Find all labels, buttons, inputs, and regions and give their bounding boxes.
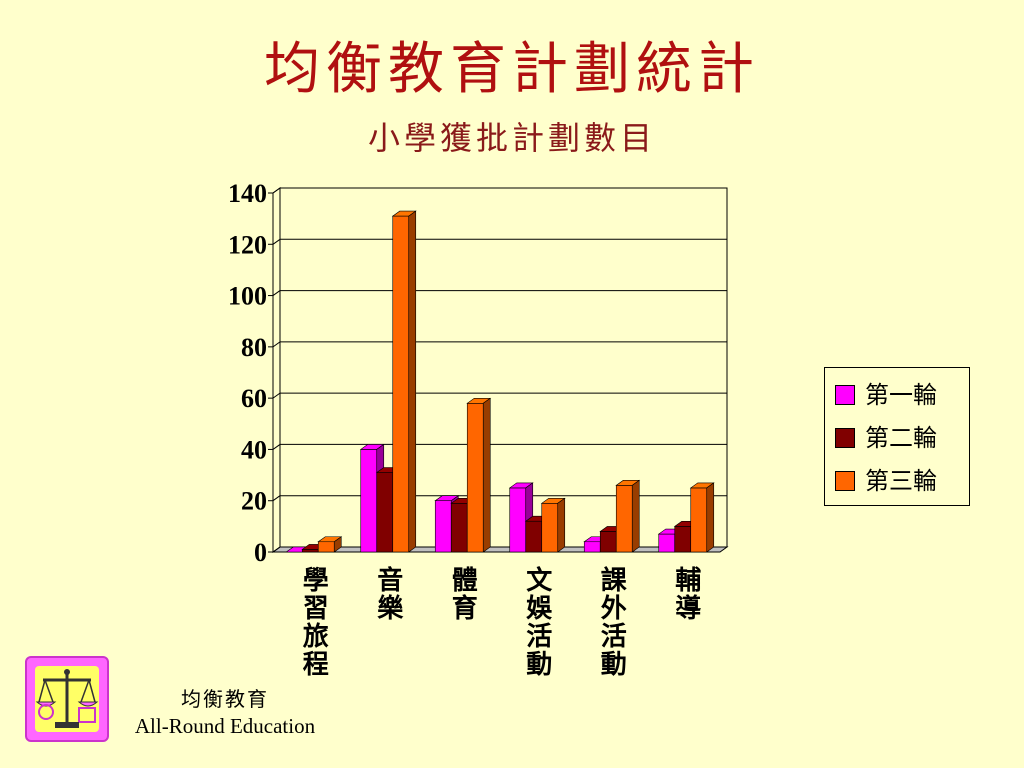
bar-front: [525, 520, 543, 553]
bar-front: [376, 472, 394, 553]
y-tick-label: 80: [241, 333, 267, 362]
gridline-diagonal: [272, 392, 281, 399]
footer-english-text: All-Round Education: [134, 714, 316, 738]
bar-front: [615, 485, 633, 553]
bar-side: [482, 397, 491, 553]
y-tick-label: 100: [228, 282, 267, 311]
x-category-label: 音樂: [372, 566, 403, 622]
x-category-label: 文娛活動: [521, 566, 552, 678]
bar-front: [509, 487, 527, 553]
legend-item-series-2: 第二輪: [835, 423, 937, 453]
plot-back-wall: [279, 187, 728, 548]
logo: [25, 656, 109, 742]
y-tick-label: 140: [228, 179, 267, 208]
y-tick-label: 60: [241, 384, 267, 413]
bar-side: [557, 497, 566, 553]
footer-chinese-text: 均衡教育: [181, 687, 269, 711]
legend-item-series-3: 第三輪: [835, 466, 937, 496]
gridline-diagonal: [272, 341, 281, 348]
bar-front: [434, 500, 452, 553]
legend-swatch-series-2: [835, 428, 855, 448]
bar-front: [599, 531, 617, 553]
bar-front: [583, 541, 601, 553]
x-category-label: 輔導: [670, 566, 701, 622]
bar-front: [690, 487, 708, 553]
y-tick-label: 0: [254, 538, 267, 567]
logo-inner: [35, 666, 99, 732]
legend-label-series-2: 第二輪: [865, 424, 937, 452]
x-category-label: 課外活動: [596, 566, 627, 678]
balance-scale-icon: [35, 669, 99, 728]
y-tick-label: 20: [241, 487, 267, 516]
bar-front: [658, 533, 676, 553]
legend-swatch-series-3: [835, 471, 855, 491]
gridline-diagonal: [272, 238, 281, 245]
gridline-diagonal: [272, 444, 281, 450]
x-category-label: 學習旅程: [298, 566, 329, 678]
bar-front: [466, 402, 484, 553]
plot-side-wall: [272, 187, 281, 553]
bar-side: [706, 482, 715, 553]
bar-front: [450, 502, 468, 553]
bar-front: [674, 526, 692, 553]
bar-front: [301, 549, 319, 553]
bar-front: [541, 502, 559, 553]
bar-side: [333, 536, 342, 553]
legend-label-series-1: 第一輪: [865, 381, 937, 409]
bar-side: [631, 479, 640, 553]
bar-front: [360, 449, 378, 553]
y-tick-label: 120: [228, 230, 267, 259]
y-tick-label: 40: [241, 435, 267, 464]
slide-title: 均衡教育計劃統計: [264, 37, 760, 102]
gridline-diagonal: [272, 546, 281, 553]
legend-swatch-series-1: [835, 385, 855, 405]
gridline-diagonal: [272, 187, 281, 194]
legend-item-series-1: 第一輪: [835, 380, 937, 410]
x-category-label: 體育: [447, 566, 478, 622]
gridline-diagonal: [272, 495, 281, 502]
bar-side: [408, 210, 417, 553]
bar-front: [317, 541, 335, 553]
slide-subtitle: 小學獲批計劃數目: [367, 119, 656, 157]
bar-front: [392, 215, 410, 553]
legend-label-series-3: 第三輪: [865, 467, 937, 495]
gridline-diagonal: [272, 290, 281, 296]
chart-legend: 第一輪 第二輪 第三輪: [824, 367, 970, 506]
